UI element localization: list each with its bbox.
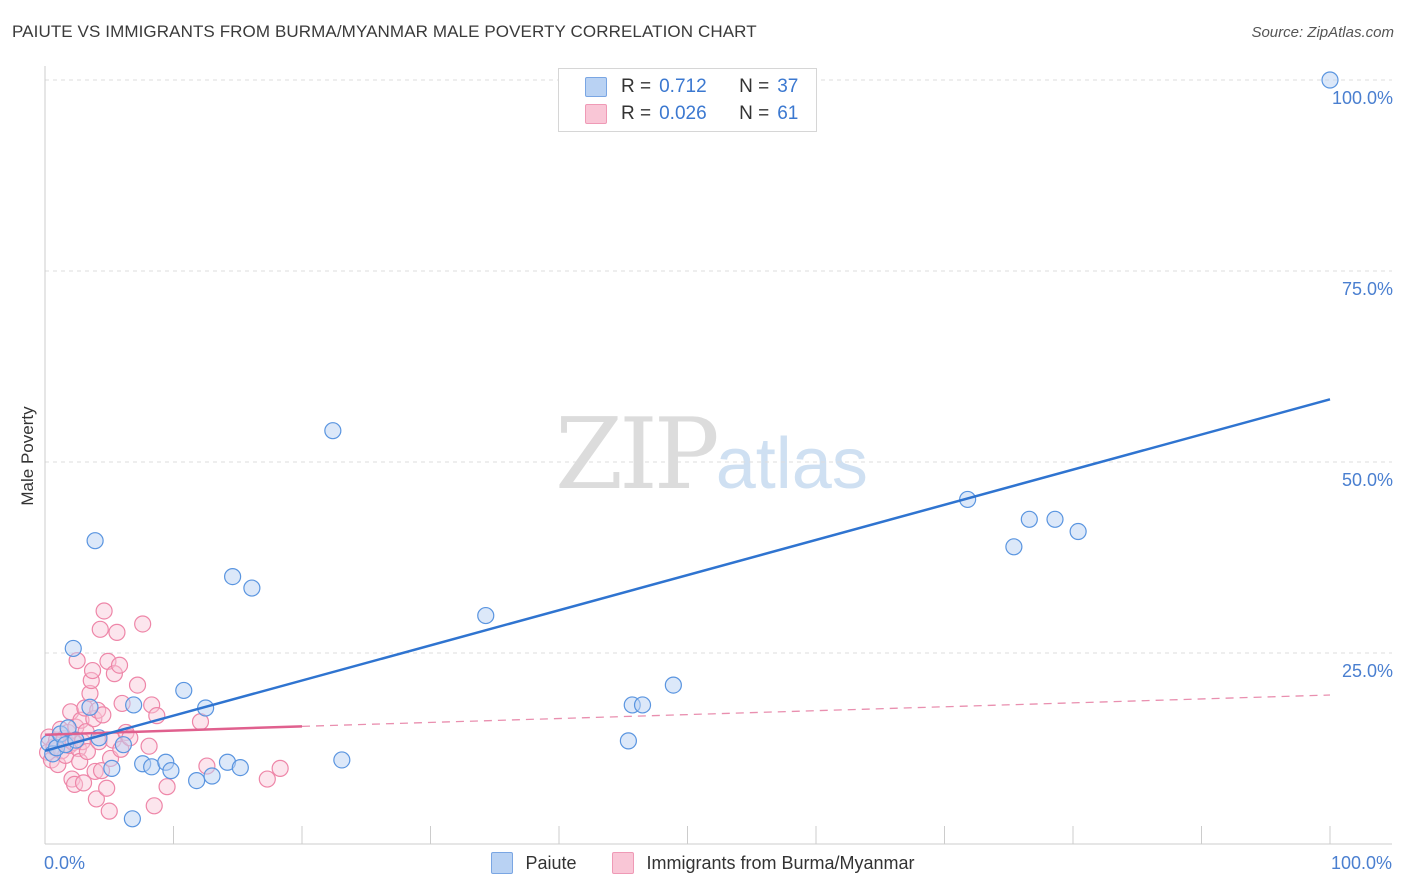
burma-point [83, 661, 102, 680]
legend-label-burma: Immigrants from Burma/Myanmar [646, 852, 915, 873]
burma-point [74, 774, 93, 792]
burma-point [140, 737, 158, 755]
paiute-point [123, 810, 141, 828]
paiute-point [125, 696, 143, 714]
burma-point [258, 770, 276, 788]
paiute-point [175, 681, 193, 700]
series-legend: Paiute Immigrants from Burma/Myanmar [0, 852, 1406, 874]
legend-swatch-paiute [491, 852, 514, 874]
y-tick-label: 50.0% [1342, 470, 1393, 490]
chart-title: PAIUTE VS IMMIGRANTS FROM BURMA/MYANMAR … [12, 22, 757, 41]
legend-swatch-paiute [585, 77, 607, 97]
burma-point [100, 802, 118, 820]
legend-n-label: N = [739, 76, 770, 97]
paiute-point [1321, 71, 1339, 89]
paiute-point [1020, 510, 1038, 528]
paiute-point [324, 422, 342, 440]
paiute-trend-line [44, 398, 1331, 752]
paiute-point [64, 639, 82, 658]
burma-point [87, 790, 106, 808]
legend-r-value: 0.026 [659, 103, 707, 124]
paiute-point [188, 771, 206, 790]
paiute-point [59, 719, 77, 737]
burma-point [105, 665, 123, 683]
burma-point [128, 676, 147, 694]
legend-label-paiute: Paiute [525, 852, 577, 873]
burma-point [108, 623, 126, 641]
correlation-legend: R = 0.712 N = 37 R = 0.026 N = 61 [558, 68, 817, 132]
y-tick-label: 75.0% [1342, 279, 1393, 299]
burma-point [94, 706, 112, 724]
legend-r-label: R = [621, 76, 652, 97]
paiute-point [81, 698, 99, 716]
burma-point [91, 620, 109, 638]
burma-point [134, 615, 152, 633]
paiute-point [103, 759, 121, 777]
y-tick-label: 100.0% [1332, 88, 1393, 108]
burma-point [98, 779, 116, 797]
burma-point [78, 742, 97, 761]
paiute-point [664, 676, 682, 694]
x-tick-label: 100.0% [1331, 853, 1392, 873]
burma-point [145, 797, 163, 815]
y-tick-label: 25.0% [1342, 661, 1393, 681]
paiute-point [114, 736, 132, 754]
legend-row-burma: R = 0.026 N = 61 [585, 101, 798, 127]
legend-r-label: R = [621, 103, 652, 124]
burma-trend-line [44, 725, 303, 736]
legend-swatch-burma [612, 852, 635, 874]
legend-n-value: 61 [777, 103, 799, 124]
burma-trend-extension [301, 694, 1331, 727]
paiute-point [224, 567, 242, 586]
paiute-point [243, 579, 261, 597]
paiute-point [231, 758, 249, 777]
burma-point [95, 602, 113, 620]
watermark-atlas: atlas [715, 424, 868, 504]
legend-row-paiute: R = 0.712 N = 37 [585, 74, 798, 100]
paiute-point [86, 532, 104, 550]
burma-point [110, 656, 129, 674]
burma-point [271, 759, 289, 777]
paiute-point [1046, 510, 1064, 528]
burma-point [143, 696, 161, 714]
paiute-point [477, 606, 495, 625]
paiute-point [1069, 522, 1087, 541]
paiute-point [203, 767, 221, 785]
x-tick-label: 0.0% [44, 853, 85, 873]
legend-r-value: 0.712 [659, 76, 707, 97]
burma-point [86, 762, 104, 781]
legend-n-label: N = [739, 103, 770, 124]
paiute-point [1005, 538, 1023, 556]
paiute-point [333, 751, 351, 769]
legend-swatch-burma [585, 104, 607, 124]
watermark-zip: ZIP [555, 398, 720, 512]
paiute-point [619, 732, 637, 750]
legend-item-burma: Immigrants from Burma/Myanmar [612, 852, 915, 874]
source-label: Source: ZipAtlas.com [1251, 24, 1394, 41]
watermark: ZIPatlas [555, 398, 868, 512]
paiute-point [162, 762, 180, 780]
paiute-point [633, 696, 652, 714]
burma-point [158, 778, 176, 796]
legend-n-value: 37 [777, 76, 799, 97]
legend-item-paiute: Paiute [491, 852, 576, 874]
